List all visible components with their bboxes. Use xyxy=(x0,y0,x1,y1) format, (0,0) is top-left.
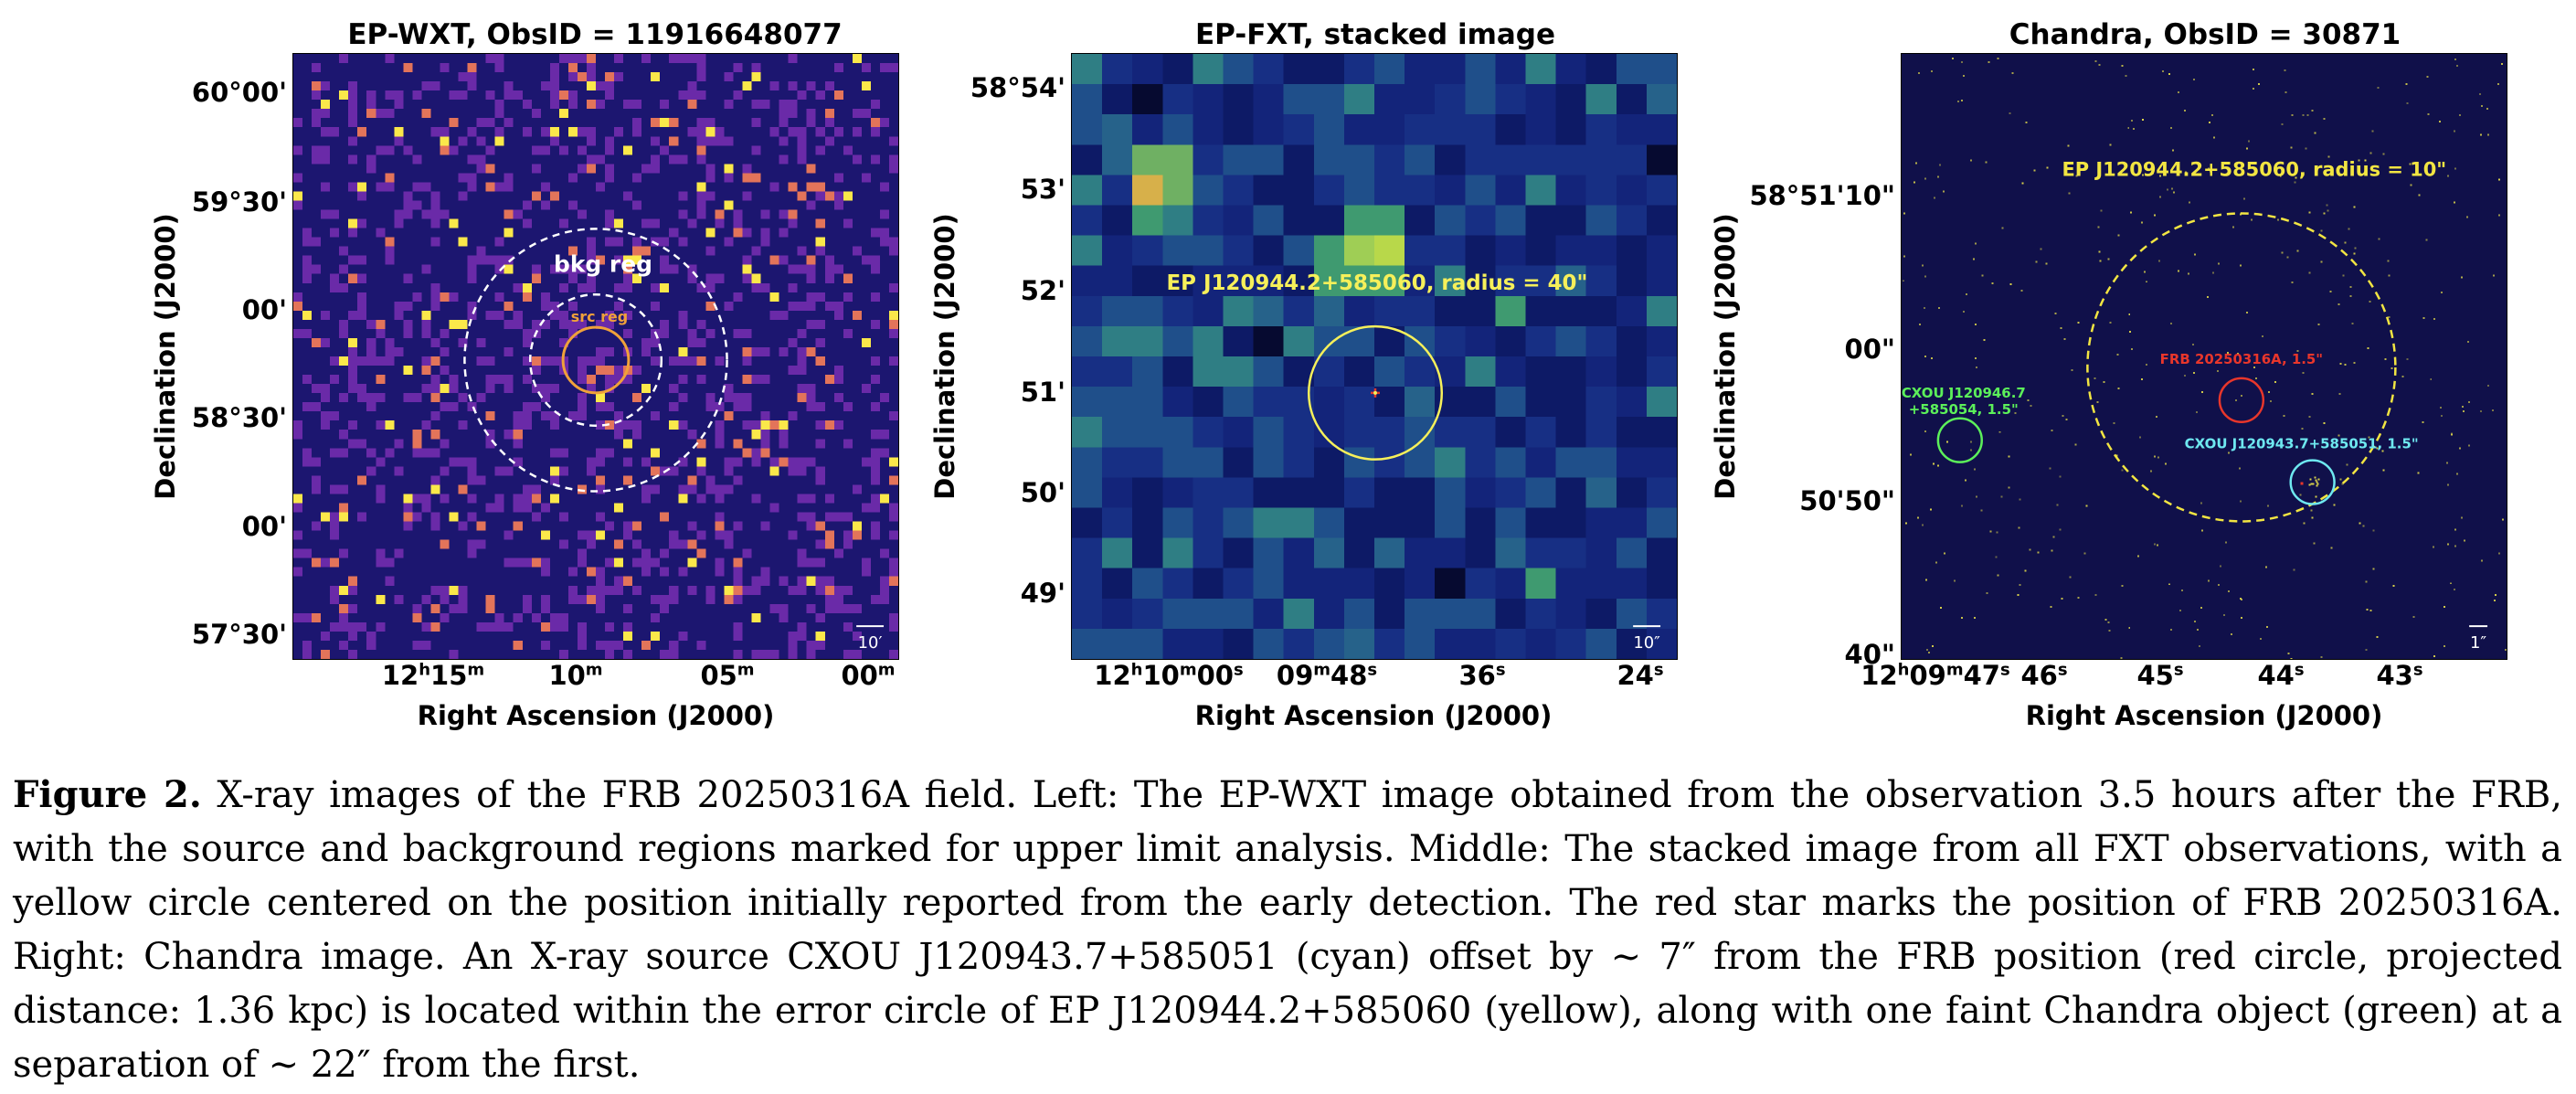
y-tick-label: 58°54' xyxy=(970,72,1065,103)
panel-title: Chandra, ObsID = 30871 xyxy=(2009,18,2401,51)
green-source-circle xyxy=(1936,417,1983,463)
scale-label: 10″ xyxy=(1633,633,1660,653)
ep-error-circle xyxy=(2086,212,2397,523)
y-axis-label: Declination (J2000) xyxy=(929,213,960,500)
ep-source-label: EP J120944.2+585060, radius = 40" xyxy=(1167,271,1588,295)
fxt-pixel-map xyxy=(1072,54,1677,659)
x-tick-label: 12h15m xyxy=(381,660,485,691)
y-axis-label: Declination (J2000) xyxy=(150,213,181,500)
y-tick-label: 60°00' xyxy=(191,77,287,108)
chandra-image: EP J120944.2+585060, radius = 10" FRB 20… xyxy=(1901,53,2507,660)
y-tick-label: 57°30' xyxy=(191,619,287,650)
x-tick-label: 43s xyxy=(2376,660,2423,691)
x-tick-label: 05m xyxy=(700,660,755,691)
y-tick-label: 40" xyxy=(1844,639,1895,670)
y-tick-label: 58°51'10" xyxy=(1749,180,1895,211)
x-axis-label: Right Ascension (J2000) xyxy=(2025,700,2383,731)
x-axis-label: Right Ascension (J2000) xyxy=(1194,700,1553,731)
frb-star-marker xyxy=(1371,388,1380,398)
y-tick-label: 59°30' xyxy=(191,186,287,218)
y-tick-label: 00" xyxy=(1844,334,1895,365)
x-tick-label: 12h09m47s xyxy=(1860,660,2010,691)
x-tick-label: 44s xyxy=(2257,660,2305,691)
ep-error-circle xyxy=(1307,324,1444,461)
cyan-source-label: CXOU J120943.7+585051, 1.5" xyxy=(2185,436,2419,452)
x-tick-label: 46s xyxy=(2020,660,2068,691)
wxt-pixel-map xyxy=(293,54,898,659)
green-source-label-line2: +585054, 1.5" xyxy=(1909,401,2019,418)
src-region-label: src reg xyxy=(571,308,628,325)
bkg-outer-circle xyxy=(463,228,728,493)
y-tick-label: 52' xyxy=(1020,275,1065,306)
x-tick-label: 36s xyxy=(1458,660,1506,691)
y-tick-label: 00' xyxy=(241,511,287,542)
x-tick-label: 24s xyxy=(1617,660,1664,691)
green-source-label-line1: CXOU J120946.7 xyxy=(1902,385,2026,401)
panel-title: EP-WXT, ObsID = 11916648077 xyxy=(347,18,843,51)
y-tick-label: 53' xyxy=(1020,174,1065,205)
frb-circle xyxy=(2218,377,2265,424)
wxt-image: bkg reg src reg 10′ xyxy=(292,53,899,660)
src-circle xyxy=(561,325,631,395)
x-tick-label: 10m xyxy=(548,660,603,691)
scale-label: 10′ xyxy=(858,633,883,653)
y-tick-label: 00' xyxy=(241,294,287,325)
caption-text: X-ray images of the FRB 20250316A field.… xyxy=(13,774,2562,1086)
x-axis-label: Right Ascension (J2000) xyxy=(417,700,775,731)
x-tick-label: 09m48s xyxy=(1276,660,1378,691)
cyan-source-circle xyxy=(2289,459,2336,505)
bkg-inner-circle xyxy=(528,292,663,428)
x-tick-label: 00m xyxy=(841,660,896,691)
y-tick-label: 58°30' xyxy=(191,402,287,433)
ep-source-label: EP J120944.2+585060, radius = 10" xyxy=(2062,159,2446,181)
figure-caption: Figure 2. X-ray images of the FRB 202503… xyxy=(13,768,2562,1092)
caption-label: Figure 2. xyxy=(13,773,202,816)
bkg-region-label: bkg reg xyxy=(554,250,652,277)
y-tick-label: 49' xyxy=(1020,578,1065,609)
x-tick-label: 12h10m00s xyxy=(1094,660,1244,691)
frb-label: FRB 20250316A, 1.5" xyxy=(2160,351,2323,367)
wxt-overlay: bkg reg src reg 10′ xyxy=(463,228,885,653)
fxt-overlay: EP J120944.2+585060, radius = 40" 10″ xyxy=(1167,271,1661,653)
chandra-event-map xyxy=(1902,54,2507,659)
fxt-image: EP J120944.2+585060, radius = 40" 10″ xyxy=(1071,53,1678,660)
y-axis-label: Declination (J2000) xyxy=(1710,213,1741,500)
y-tick-label: 50'50" xyxy=(1799,485,1895,516)
scale-label: 1″ xyxy=(2470,633,2486,653)
panel-title: EP-FXT, stacked image xyxy=(1194,18,1556,51)
chandra-overlay: EP J120944.2+585060, radius = 10" FRB 20… xyxy=(1902,159,2488,653)
y-tick-label: 50' xyxy=(1020,477,1065,508)
y-tick-label: 51' xyxy=(1020,377,1065,408)
x-tick-label: 45s xyxy=(2136,660,2184,691)
